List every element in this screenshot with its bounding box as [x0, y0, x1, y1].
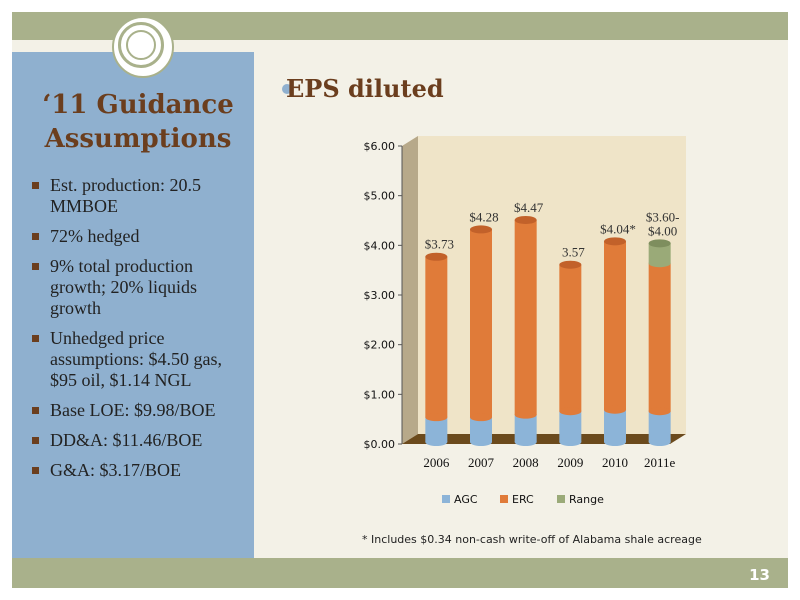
- bar-segment-base: [604, 438, 626, 446]
- bullet-square-icon: [32, 437, 39, 444]
- eps-chart: $0.00 $1.00 $2.00 $3.00 $4.00 $5.00 $6.00 2006 $…: [364, 136, 686, 506]
- ornament-core-icon: [126, 30, 156, 60]
- data-label: $3.60-: [646, 209, 680, 224]
- bullet-square-icon: [32, 233, 39, 240]
- x-tick-label: 2007: [468, 455, 495, 470]
- chart-heading: EPS diluted: [286, 74, 444, 103]
- y-tick-label: $5.00: [364, 190, 396, 203]
- x-tick-label: 2010: [602, 455, 628, 470]
- y-tick-label: $6.00: [364, 140, 396, 153]
- bar-segment-base: [425, 413, 448, 422]
- bar-segment-agc: [470, 417, 492, 442]
- bullet-square-icon: [32, 467, 39, 474]
- x-tick-label: 2011e: [644, 455, 676, 470]
- bar-segment-base: [425, 438, 448, 446]
- bar-top-cap: [470, 225, 492, 234]
- bar-segment-agc: [559, 411, 582, 442]
- y-tick-label: $1.00: [364, 388, 396, 401]
- legend-label: Range: [569, 493, 604, 506]
- bar-top-cap: [648, 239, 671, 248]
- y-tick-label: $2.00: [364, 339, 396, 352]
- bar-segment-base: [648, 407, 671, 416]
- legend-label: ERC: [512, 493, 534, 506]
- bar-segment-base: [514, 438, 537, 446]
- bullet-text: Est. production: 20.5 MMBOE: [50, 175, 201, 216]
- legend-label: AGC: [454, 493, 478, 506]
- bar-top-cap: [604, 237, 626, 246]
- y-tick-label: $4.00: [364, 239, 396, 252]
- bar-segment-erc: [425, 256, 448, 418]
- data-label: $4.28: [469, 209, 498, 224]
- left-panel: [12, 52, 254, 558]
- bar-segment-base: [559, 407, 582, 416]
- bar-top-cap: [514, 215, 537, 224]
- bar-segment-base: [559, 438, 582, 446]
- bar-segment-agc: [514, 414, 537, 442]
- bar-segment-erc: [604, 241, 626, 410]
- list-item: DD&A: $11.46/BOE: [32, 430, 250, 451]
- bar-segment-agc: [648, 411, 671, 442]
- bullet-text: DD&A: $11.46/BOE: [50, 430, 203, 450]
- x-tick-label: 2009: [557, 455, 583, 470]
- data-label: $4.47: [514, 200, 544, 215]
- data-label: $3.73: [425, 237, 454, 252]
- x-tick-label: 2006: [423, 455, 450, 470]
- legend-swatch-agc: [442, 495, 450, 503]
- list-item: Est. production: 20.5 MMBOE: [32, 175, 250, 217]
- bullet-square-icon: [32, 182, 39, 189]
- footnote: * Includes $0.34 non-cash write-off of A…: [362, 533, 702, 546]
- list-item: G&A: $3.17/BOE: [32, 460, 250, 481]
- bullet-square-icon: [32, 407, 39, 414]
- bar-segment-base: [470, 413, 492, 422]
- bullet-text: Base LOE: $9.98/BOE: [50, 400, 216, 420]
- bar-segment-erc: [648, 263, 671, 412]
- data-label: $4.00: [648, 223, 677, 238]
- bullet-square-icon: [32, 335, 39, 342]
- data-label: 3.57: [562, 245, 585, 260]
- bullet-text: 9% total production growth; 20% liquids …: [50, 256, 197, 318]
- title-line-1: ‘11 Guidance: [42, 90, 234, 120]
- y-tick-label: $0.00: [364, 438, 396, 451]
- bar-segment-erc: [514, 219, 537, 415]
- heading-bullet-icon: [282, 84, 292, 94]
- bottom-band: [12, 558, 788, 588]
- bar-top-cap: [559, 260, 582, 269]
- bar-segment-range: [648, 243, 671, 264]
- plot-side-wall: [402, 136, 418, 444]
- bullet-square-icon: [32, 263, 39, 270]
- list-item: 72% hedged: [32, 226, 250, 247]
- bar-segment-base: [470, 438, 492, 446]
- legend-swatch-erc: [500, 495, 508, 503]
- bar-segment-base: [648, 438, 671, 446]
- bar-segment-agc: [604, 409, 626, 442]
- legend-swatch-range: [557, 495, 565, 503]
- bar-segment-base: [514, 410, 537, 419]
- bullet-text: G&A: $3.17/BOE: [50, 460, 182, 480]
- assumptions-list: Est. production: 20.5 MMBOE 72% hedged 9…: [32, 175, 250, 490]
- bullet-text: Unhedged price assumptions: $4.50 gas, $…: [50, 328, 223, 390]
- bar-segment-base: [604, 405, 626, 414]
- title-line-2: Assumptions: [44, 124, 232, 154]
- bar-top-cap: [425, 252, 448, 261]
- x-tick-label: 2008: [513, 455, 539, 470]
- list-item: 9% total production growth; 20% liquids …: [32, 256, 250, 319]
- y-tick-label: $3.00: [364, 289, 396, 302]
- bar-segment-erc: [470, 229, 492, 418]
- data-label: $4.04*: [600, 221, 636, 236]
- bar-segment-agc: [425, 417, 448, 442]
- bullet-text: 72% hedged: [50, 226, 140, 246]
- bar-segment-erc: [559, 264, 582, 412]
- page-number: 13: [749, 566, 770, 584]
- list-item: Unhedged price assumptions: $4.50 gas, $…: [32, 328, 250, 391]
- list-item: Base LOE: $9.98/BOE: [32, 400, 250, 421]
- bar-segment-base: [648, 259, 671, 268]
- slide-title: ‘11 Guidance Assumptions: [28, 88, 248, 156]
